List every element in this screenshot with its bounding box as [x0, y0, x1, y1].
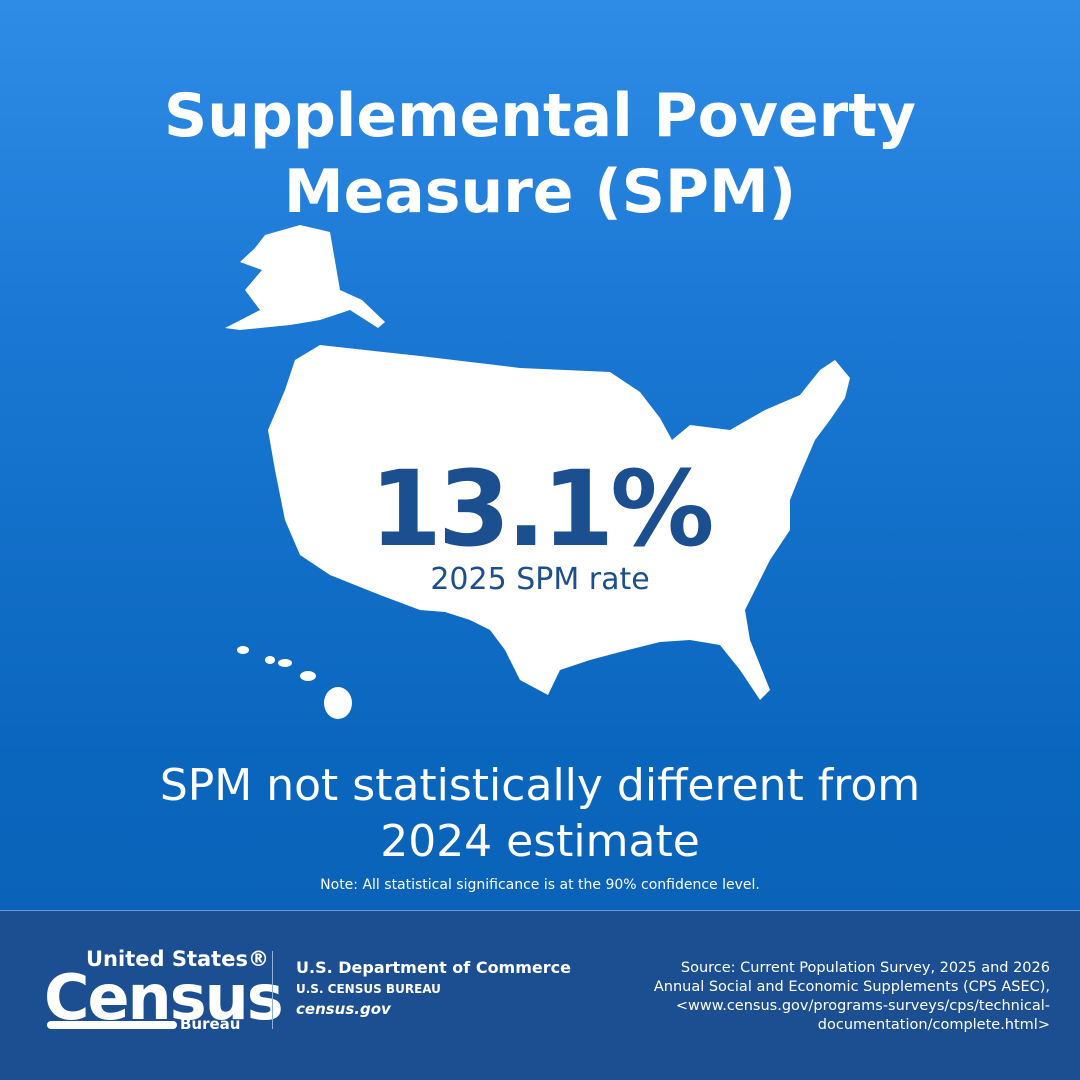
- logo-top: United States®: [86, 947, 269, 971]
- website[interactable]: census.gov: [296, 1000, 391, 1018]
- source-line: documentation/complete.html>: [817, 1017, 1050, 1033]
- title: Supplemental Poverty Measure (SPM): [0, 78, 1080, 230]
- statement: SPM not statistically different from 202…: [0, 758, 1080, 870]
- source: Source: Current Population Survey, 2025 …: [654, 959, 1050, 1035]
- title-line: Measure (SPM): [283, 157, 797, 227]
- divider: [272, 951, 273, 1029]
- footer: United States® Census Bureau U.S. Depart…: [0, 910, 1080, 1080]
- department: U.S. Department of Commerce: [296, 958, 571, 977]
- statement-line: SPM not statistically different from: [159, 760, 921, 811]
- stat-value: 13.1%: [369, 448, 715, 570]
- source-line: <www.census.gov/programs-surveys/cps/tec…: [675, 998, 1050, 1014]
- logo-bar: [47, 1021, 177, 1029]
- statement-line: 2024 estimate: [380, 816, 700, 867]
- source-line: Annual Social and Economic Supplements (…: [653, 979, 1050, 995]
- stat-label: 2025 SPM rate: [430, 562, 650, 597]
- title-line: Supplemental Poverty: [163, 81, 917, 151]
- logo-bottom: Bureau: [180, 1015, 241, 1033]
- note: Note: All statistical significance is at…: [320, 877, 760, 893]
- bureau: U.S. CENSUS BUREAU: [296, 982, 441, 996]
- source-line: Source: Current Population Survey, 2025 …: [680, 960, 1050, 976]
